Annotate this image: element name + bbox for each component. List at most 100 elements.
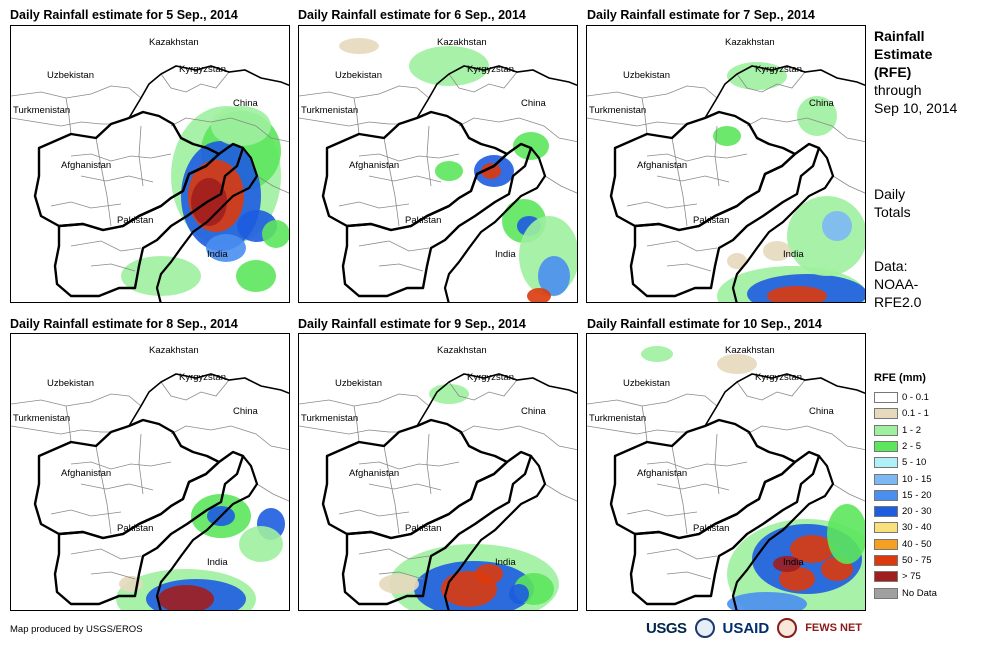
country-border (629, 142, 821, 298)
province-border (353, 405, 360, 443)
panel-title-4: Daily Rainfall estimate for 8 Sep., 2014 (10, 317, 238, 331)
country-label-kyrgyzstan: Kyrgyzstan (755, 64, 802, 75)
province-border (832, 175, 865, 194)
province-border (50, 509, 122, 517)
side-title: Rainfall Estimate (RFE) through Sep 10, … (874, 27, 957, 117)
province-border (11, 425, 111, 435)
rainfall-map-1: Kazakhstan Uzbekistan Kyrgyzstan Turkmenist… (10, 25, 290, 303)
legend-label: 10 - 15 (902, 473, 932, 485)
rainfall-patch (763, 241, 791, 261)
side-totals: Totals (874, 204, 911, 220)
province-border (358, 548, 430, 560)
province-border (299, 117, 399, 127)
panel-title-1: Daily Rainfall estimate for 5 Sep., 2014 (10, 8, 238, 22)
india-border (731, 455, 835, 610)
country-label-pakistan: Pakistan (117, 215, 153, 226)
province-border (50, 201, 122, 209)
north-border (704, 373, 865, 427)
country-label-india: India (495, 557, 516, 568)
province-border (160, 71, 230, 93)
province-border (383, 137, 400, 227)
panel-title-3: Daily Rainfall estimate for 7 Sep., 2014 (587, 8, 815, 22)
rainfall-patch (538, 256, 570, 296)
province-border (70, 153, 172, 162)
side-data-source2: RFE2.0 (874, 294, 922, 310)
north-border (704, 65, 865, 119)
legend-label: 2 - 5 (902, 440, 922, 452)
legend-item: 0.1 - 1 (874, 407, 929, 420)
fews-globe-icon (777, 618, 798, 638)
rainfall-patch (429, 384, 469, 404)
country-label-afghanistan: Afghanistan (349, 160, 399, 171)
legend-item: No Data (874, 587, 937, 600)
rainfall-patch (339, 38, 379, 54)
country-label-uzbekistan: Uzbekistan (47, 70, 94, 81)
country-label-uzbekistan: Uzbekistan (335, 378, 382, 389)
country-border (53, 450, 245, 606)
province-border (646, 548, 718, 560)
country-label-turkmenistan: Turkmenistan (301, 105, 358, 116)
usaid-seal-icon (694, 618, 715, 638)
country-label-afghanistan: Afghanistan (61, 468, 111, 479)
country-label-pakistan: Pakistan (405, 215, 441, 226)
rainfall-patch (509, 584, 529, 604)
usaid-logo: USAID (722, 619, 770, 637)
province-border (458, 117, 577, 143)
country-border (629, 450, 821, 606)
country-label-kyrgyzstan: Kyrgyzstan (755, 372, 802, 383)
side-daily-totals: Daily Totals (874, 185, 911, 221)
legend-item: 2 - 5 (874, 440, 921, 453)
province-border (587, 393, 718, 407)
north-border (128, 373, 289, 427)
rainfall-patch (262, 220, 289, 248)
north-border (416, 65, 577, 119)
legend-item: 30 - 40 (874, 521, 932, 534)
country-label-kazakhstan: Kazakhstan (149, 345, 199, 356)
province-border (378, 263, 424, 272)
rainfall-map-3: Kazakhstan Uzbekistan Kyrgyzstan Turkmenist… (586, 25, 866, 303)
side-data-label: Data: (874, 258, 908, 274)
country-label-china: China (521, 98, 547, 109)
country-label-china: China (233, 406, 259, 417)
province-border (646, 461, 748, 470)
province-border (160, 379, 230, 401)
province-border (90, 263, 136, 272)
province-border (646, 240, 718, 252)
legend-label: 40 - 50 (902, 538, 932, 550)
province-border (170, 425, 289, 451)
country-label-afghanistan: Afghanistan (637, 468, 687, 479)
panel-title-6: Daily Rainfall estimate for 10 Sep., 201… (587, 317, 822, 331)
province-border (383, 445, 400, 535)
rainfall-patch (727, 253, 747, 269)
usgs-logo: USGS (646, 619, 687, 637)
legend-swatch (874, 522, 898, 534)
legend-item: 5 - 10 (874, 456, 926, 469)
province-border (170, 117, 289, 143)
legend-swatch (874, 392, 898, 403)
legend-swatch (874, 473, 898, 485)
province-border (70, 461, 172, 470)
legend-swatch (874, 587, 898, 599)
rainfall-patch (513, 132, 549, 160)
legend-swatch (874, 408, 898, 420)
map-canvas-4: Kazakhstan Uzbekistan Kyrgyzstan Turkmenist… (11, 345, 289, 610)
country-label-turkmenistan: Turkmenistan (589, 105, 646, 116)
country-label-india: India (207, 557, 228, 568)
province-border (544, 483, 577, 502)
map-canvas-2: Kazakhstan Uzbekistan Kyrgyzstan Turkmenist… (299, 37, 577, 302)
afghanistan-area (323, 112, 507, 230)
province-border (138, 433, 144, 495)
india-border (443, 455, 547, 610)
province-border (448, 379, 518, 401)
rainfall-patch (211, 106, 271, 146)
province-border (714, 125, 720, 187)
province-border (641, 97, 648, 135)
side-date: Sep 10, 2014 (874, 100, 958, 116)
province-border (299, 393, 430, 407)
afghanistan-area (35, 420, 219, 538)
province-border (641, 405, 648, 443)
country-label-uzbekistan: Uzbekistan (623, 378, 670, 389)
side-through: through (874, 82, 922, 98)
legend-item: 15 - 20 (874, 489, 932, 502)
country-label-turkmenistan: Turkmenistan (13, 413, 70, 424)
